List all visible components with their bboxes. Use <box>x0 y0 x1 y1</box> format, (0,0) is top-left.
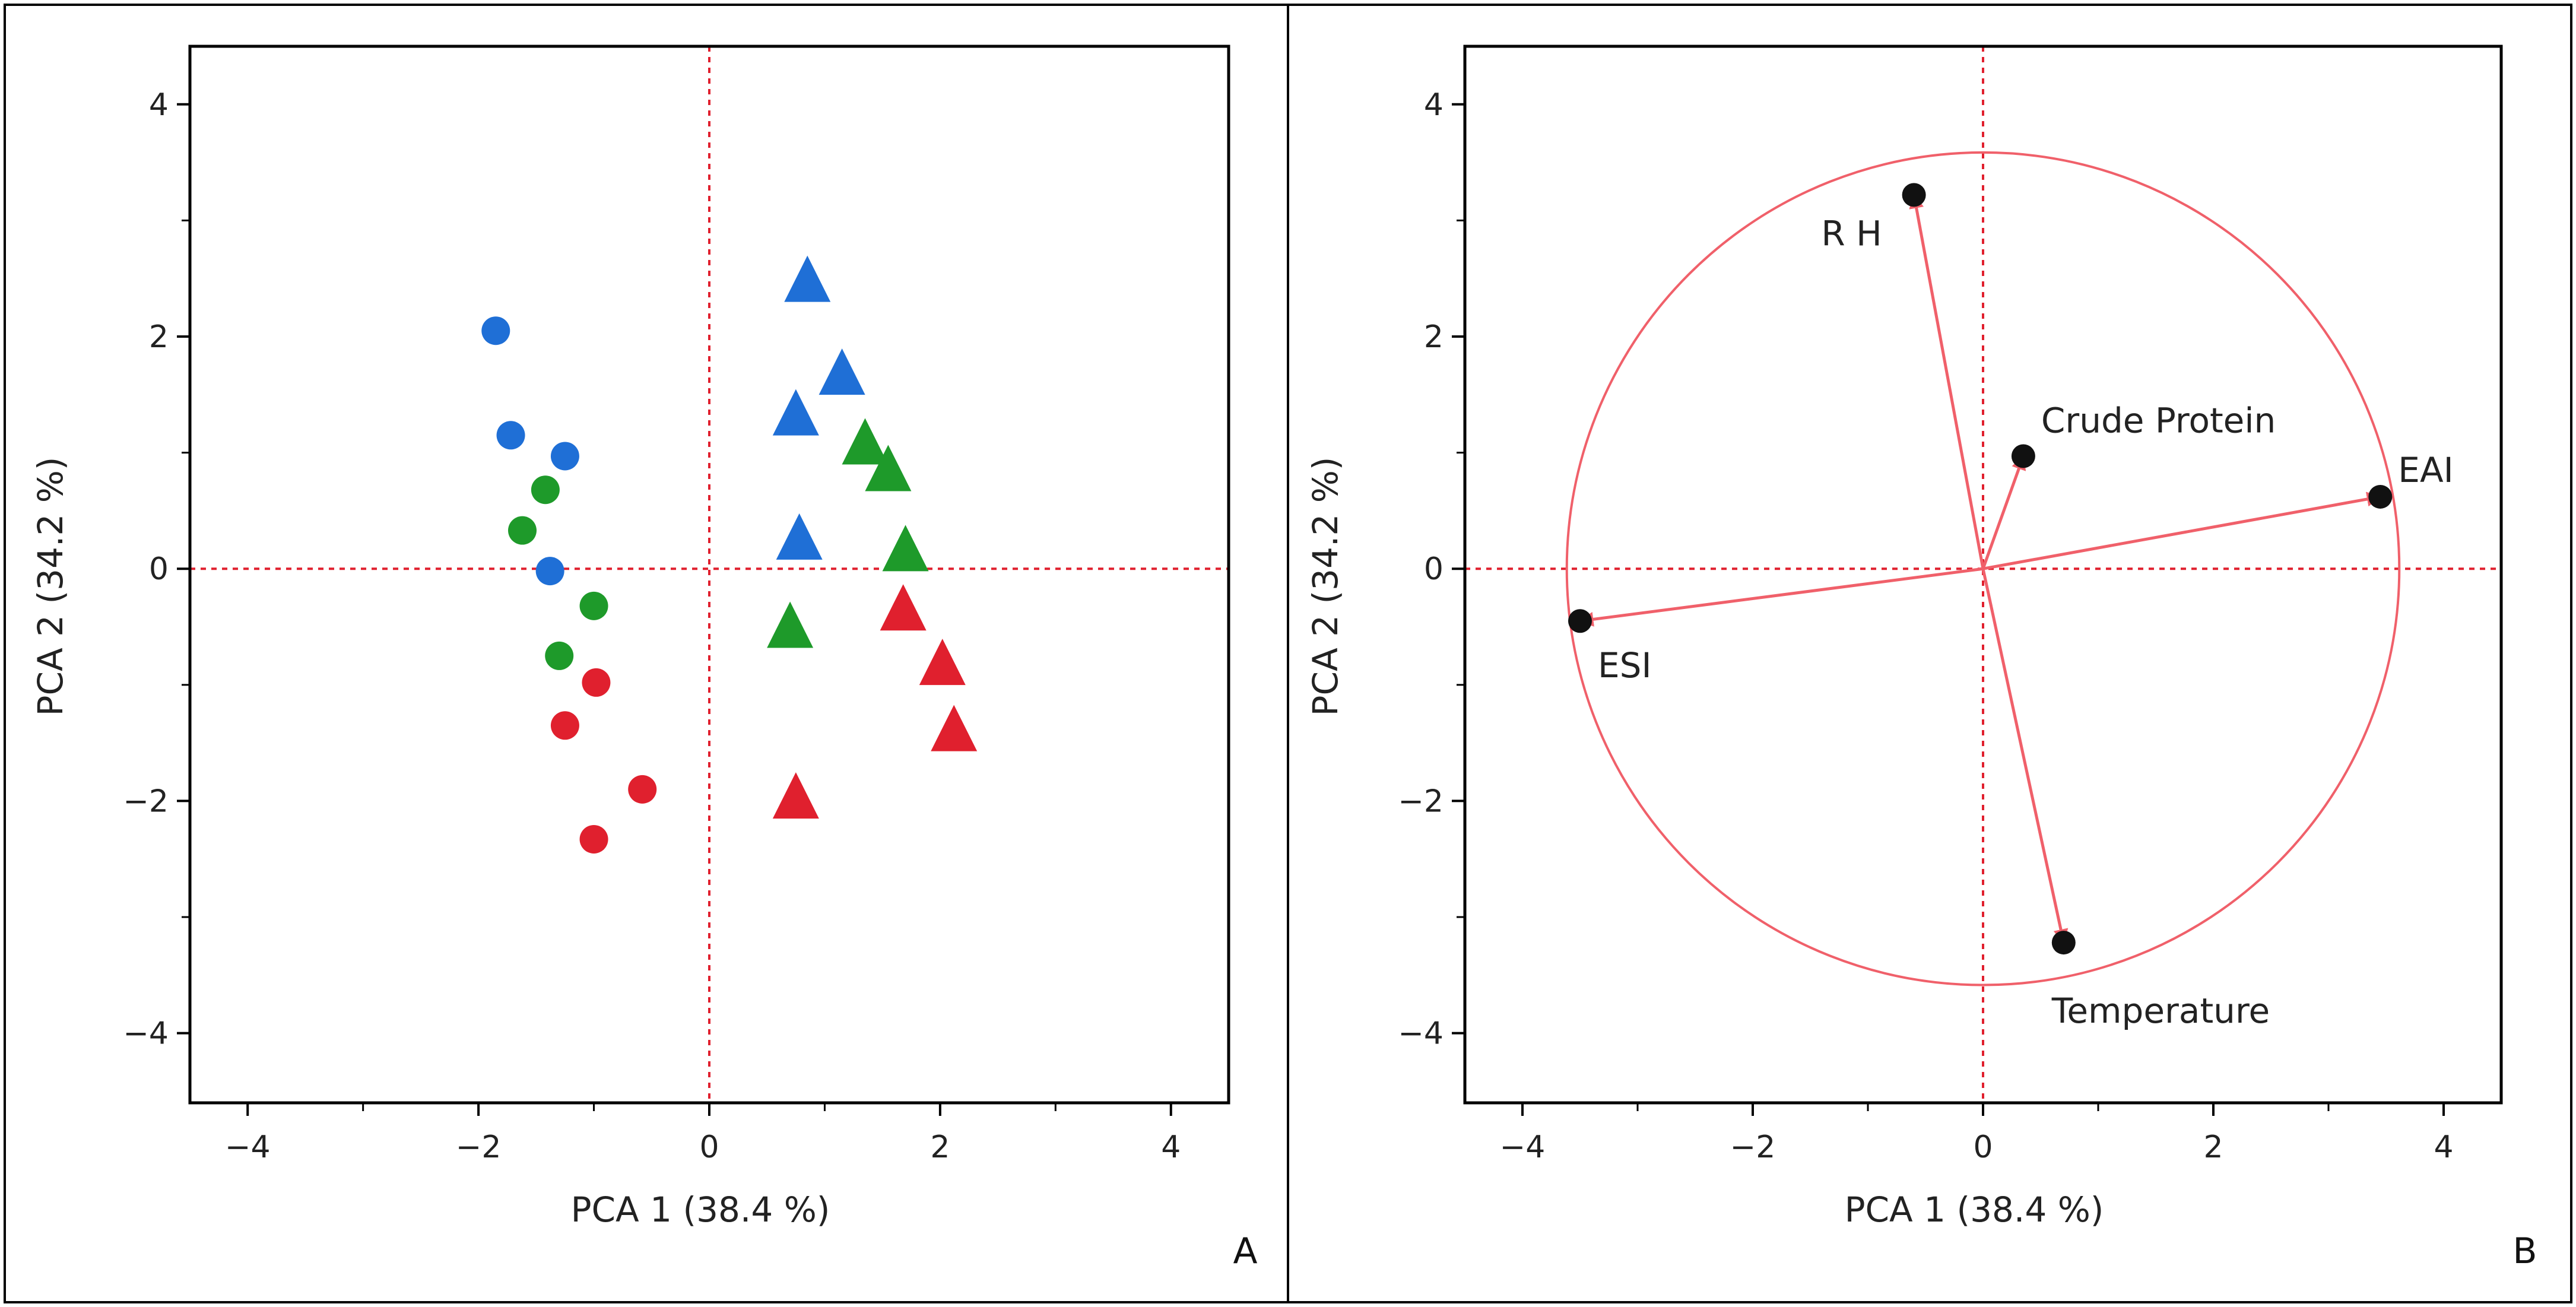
vector-label: Temperature <box>2051 991 2270 1031</box>
loading-vector <box>1909 193 1985 569</box>
red-circle-point <box>579 824 608 854</box>
panel-b: R H Crude Protein EAI ESI Temperature −4 −2 0 2… <box>1305 45 2537 1272</box>
x-tick-label: 2 <box>930 1130 950 1165</box>
green-circle-point <box>579 591 608 620</box>
blue-circle-point <box>496 421 525 450</box>
panel-b-y-axis-title: PCA 2 (34.2 %) <box>1305 457 1346 716</box>
blue-circle-point <box>535 557 564 586</box>
green-circle-point <box>545 641 574 670</box>
y-tick-label: −4 <box>123 1016 169 1052</box>
loading-vector <box>1981 455 2026 570</box>
x-tick-label: 4 <box>1161 1130 1181 1165</box>
panel-a-scatter-points <box>481 255 978 854</box>
red-triangle-point <box>919 639 966 686</box>
green-triangle-point <box>882 525 929 572</box>
green-circle-point <box>508 516 537 545</box>
y-tick-label: −2 <box>1398 783 1444 819</box>
loading-point <box>2011 444 2035 468</box>
vector-label: EAI <box>2398 450 2453 490</box>
green-triangle-point <box>865 445 912 491</box>
red-triangle-point <box>772 772 819 819</box>
red-circle-point <box>550 711 579 740</box>
panel-a-axis-ticks: −4 −2 0 2 4 −4 −2 0 2 4 <box>123 87 1181 1165</box>
blue-triangle-point <box>784 255 831 302</box>
blue-triangle-point <box>776 513 823 560</box>
green-circle-point <box>531 475 560 505</box>
vector-label: R H <box>1821 213 1882 253</box>
red-triangle-point <box>880 584 927 631</box>
y-tick-label: −4 <box>1398 1016 1444 1052</box>
red-circle-point <box>628 775 657 804</box>
x-tick-label: 0 <box>699 1130 719 1165</box>
loading-point <box>2051 931 2076 955</box>
panel-a-reference-lines <box>190 46 1229 1103</box>
panel-b-correlation-circle <box>1565 151 2401 986</box>
loading-vector <box>1578 567 1984 627</box>
green-triangle-point <box>767 601 814 648</box>
red-circle-point <box>582 668 611 697</box>
vector-label: ESI <box>1598 645 1652 686</box>
y-tick-label: 2 <box>149 319 169 355</box>
loading-vector <box>1982 491 2382 570</box>
y-tick-label: 4 <box>1424 87 1444 123</box>
panel-a-x-axis-title: PCA 1 (38.4 %) <box>571 1189 830 1230</box>
x-tick-label: 0 <box>1973 1130 1993 1165</box>
red-triangle-point <box>931 705 978 751</box>
blue-triangle-point <box>819 348 865 395</box>
loading-point <box>2368 484 2393 509</box>
x-tick-label: −4 <box>225 1130 271 1165</box>
panel-b-axis-ticks: −4 −2 0 2 4 −4 −2 0 2 4 <box>1398 87 2453 1165</box>
panel-b-x-axis-title: PCA 1 (38.4 %) <box>1845 1189 2104 1230</box>
blue-circle-point <box>550 442 579 471</box>
x-tick-label: −2 <box>1730 1130 1776 1165</box>
y-tick-label: 4 <box>149 87 169 123</box>
panel-a: −4 −2 0 2 4 −4 −2 0 2 4 PCA 1 (38.4 %) PCA 2 (34.… <box>30 45 1258 1272</box>
panel-a-y-axis-title: PCA 2 (34.2 %) <box>30 457 71 716</box>
panel-a-letter: A <box>1233 1230 1257 1272</box>
loading-point <box>1902 183 1926 207</box>
panel-b-letter: B <box>2512 1230 2537 1272</box>
blue-circle-point <box>481 316 510 345</box>
x-tick-label: 4 <box>2434 1130 2453 1165</box>
loading-vector <box>1981 568 2069 944</box>
x-tick-label: −2 <box>456 1130 502 1165</box>
y-tick-label: 2 <box>1424 319 1444 355</box>
x-tick-label: −4 <box>1500 1130 1546 1165</box>
y-tick-label: 0 <box>149 551 169 587</box>
vector-label: Crude Protein <box>2041 400 2276 440</box>
panel-b-loading-vectors: R H Crude Protein EAI ESI Temperature <box>1568 183 2454 1031</box>
x-tick-label: 2 <box>2203 1130 2223 1165</box>
y-tick-label: −2 <box>123 783 169 819</box>
green-triangle-point <box>842 418 889 465</box>
loading-point <box>1568 609 1592 633</box>
y-tick-label: 0 <box>1424 551 1444 587</box>
blue-triangle-point <box>772 389 819 436</box>
